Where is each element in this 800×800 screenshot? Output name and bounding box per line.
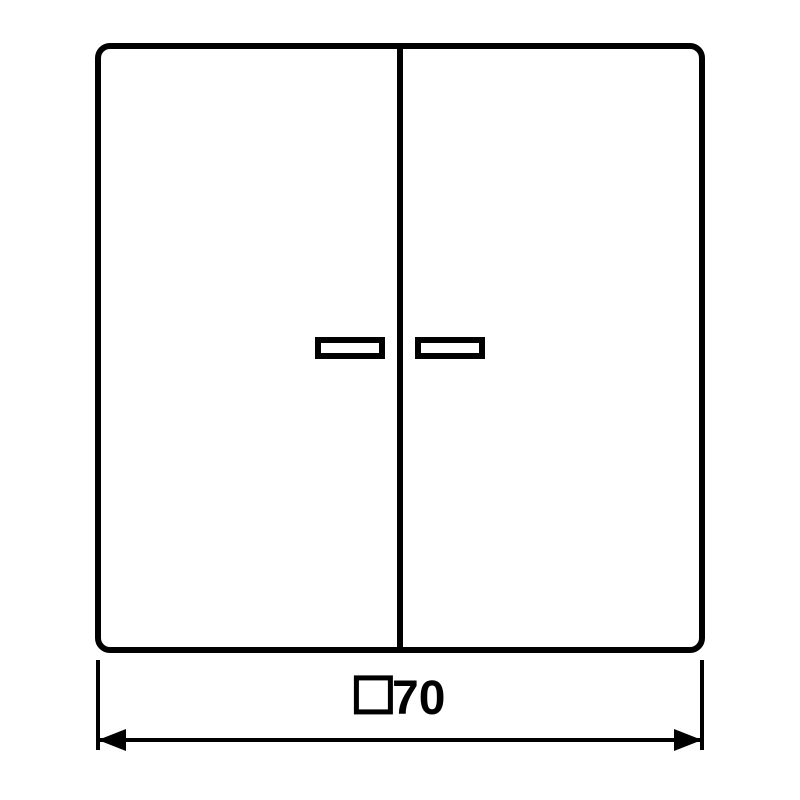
dimension-value: 70: [392, 672, 445, 725]
technical-drawing: 70: [0, 0, 800, 800]
